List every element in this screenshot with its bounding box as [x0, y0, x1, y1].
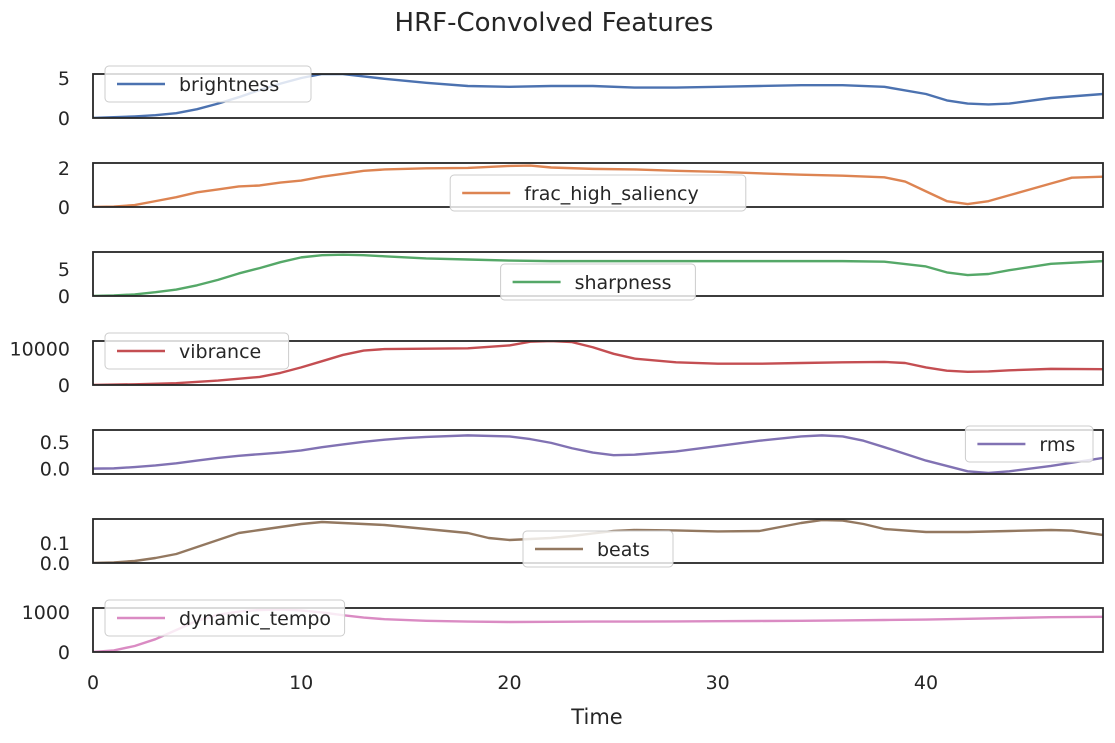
y-tick-label: 0.1: [40, 533, 70, 555]
subplot-panels: 0 5 brightness 0 2 frac_high_saliency 0 5 sharpn…: [10, 65, 1104, 664]
axes-frame-vibrance: [92, 340, 1104, 386]
subplot-beats: 0.00.1 beats: [40, 518, 1104, 575]
legend-label: vibrance: [179, 341, 261, 363]
x-tick-label: 0: [87, 672, 99, 694]
legend-box: [500, 263, 696, 301]
legend-label: sharpness: [575, 272, 672, 294]
legend-beats: beats: [522, 530, 674, 568]
x-axis-label: Time: [570, 705, 622, 729]
y-tick-label: 0: [58, 108, 70, 130]
subplot-brightness: 0 5 brightness: [58, 65, 1104, 130]
y-tick-label: 1000: [22, 602, 70, 624]
legend-dynamic_tempo: dynamic_tempo: [104, 599, 346, 637]
y-tick-label: 0: [58, 197, 70, 219]
subplot-sharpness: 0 5 sharpness: [58, 251, 1104, 308]
subplot-dynamic_tempo: 0 1000 dynamic_tempo: [22, 599, 1104, 664]
y-tick-label: 5: [58, 68, 70, 90]
legend-label: frac_high_saliency: [524, 183, 699, 205]
axes-frame-brightness: [92, 73, 1104, 119]
y-tick-label: 10000: [10, 338, 70, 360]
legend-box: [104, 65, 312, 103]
y-tick-label: 0.5: [40, 432, 70, 454]
series-line-frac_high_saliency: [93, 164, 1103, 207]
y-tick-label: 2: [58, 158, 70, 180]
y-tick-label: 0: [58, 375, 70, 397]
series-line-sharpness: [93, 253, 1103, 296]
legend-label: rms: [1039, 434, 1075, 456]
subplot-rms: 0.0 0.5 rms: [40, 425, 1104, 481]
x-tick-label: 40: [914, 672, 938, 694]
x-tick-label: 10: [289, 672, 313, 694]
legend-label: dynamic_tempo: [179, 608, 331, 630]
axes-frame-rms: [92, 429, 1104, 475]
y-tick-label: 0: [58, 642, 70, 664]
x-tick-label: 20: [497, 672, 521, 694]
y-tick-label: 0.0: [40, 553, 70, 575]
legend-brightness: brightness: [104, 65, 312, 103]
series-line-rms: [93, 434, 1103, 474]
legend-sharpness: sharpness: [500, 263, 696, 301]
legend-box: [104, 332, 290, 370]
subplot-frac_high_saliency: 0 2 frac_high_saliency: [58, 158, 1104, 219]
legend-box: [964, 425, 1094, 463]
y-tick-label: 5: [58, 259, 70, 281]
legend-label: beats: [597, 539, 650, 561]
legend-vibrance: vibrance: [104, 332, 290, 370]
legend-box: [522, 530, 674, 568]
legend-box: [449, 174, 747, 212]
legend-label: brightness: [179, 74, 279, 96]
subplot-vibrance: 0 10000 vibrance: [10, 332, 1104, 397]
chart-title: HRF-Convolved Features: [395, 8, 714, 38]
series-line-vibrance: [93, 341, 1103, 385]
axes-frame-dynamic_tempo: [92, 607, 1104, 653]
x-tick-label: 30: [706, 672, 730, 694]
legend-frac_high_saliency: frac_high_saliency: [449, 174, 747, 212]
y-tick-label: 0.0: [40, 459, 70, 481]
y-tick-label: 0: [58, 286, 70, 308]
x-axis-ticks: 0 10 20 30 40: [87, 672, 938, 694]
series-line-brightness: [93, 74, 1103, 118]
legend-rms: rms: [964, 425, 1094, 463]
legend-box: [104, 599, 346, 637]
